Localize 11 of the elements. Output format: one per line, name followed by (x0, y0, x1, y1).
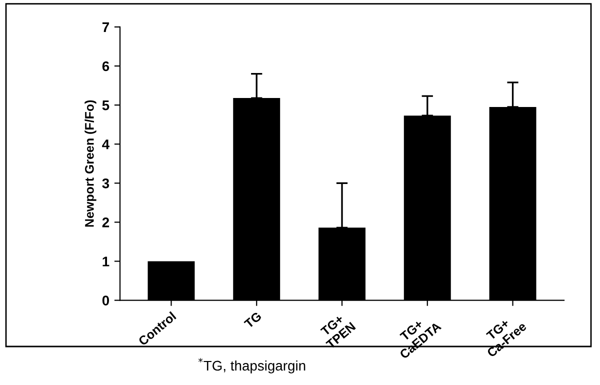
y-tick-label: 5 (102, 100, 110, 110)
y-tick-label: 1 (102, 256, 110, 266)
y-tick-label: 6 (102, 61, 110, 72)
x-tick-label: TG (244, 311, 262, 329)
y-tick-label: 3 (102, 178, 110, 188)
y-tick-label: 0 (102, 296, 110, 306)
y-tick-label: 4 (102, 140, 110, 150)
y-tick-label: 2 (102, 218, 110, 228)
text: $^{*}$TG, thapsigargin (198, 358, 306, 374)
y-tick-label: 7 (102, 22, 109, 32)
y-axis-title: Newport Green (F/Fo) (84, 100, 96, 227)
